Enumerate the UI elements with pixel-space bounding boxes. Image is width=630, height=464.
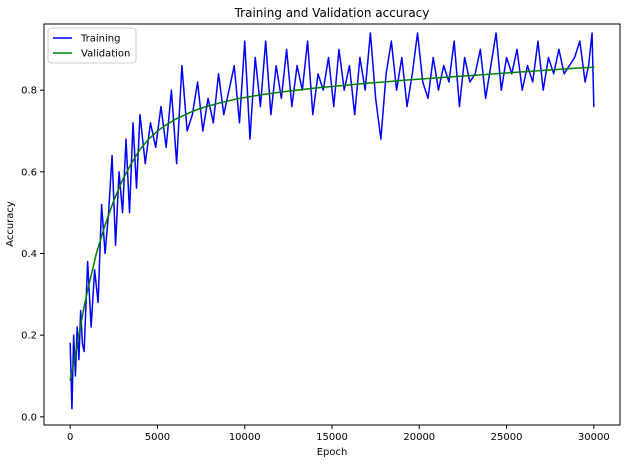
y-tick-label: 0.6 [21,167,37,178]
x-tick-label: 5000 [145,432,170,443]
x-tick-label: 30000 [578,432,610,443]
x-tick-label: 0 [67,432,73,443]
legend: Training Validation [47,27,137,64]
legend-box [47,27,137,64]
x-tick-label: 20000 [403,432,435,443]
x-axis-label: Epoch [317,447,348,458]
series-line-validation [69,66,595,381]
y-tick-label: 0.0 [21,412,37,423]
series-layer [69,32,595,410]
y-axis: 0.0 0.2 0.4 0.6 0.8 [21,86,44,423]
x-tick-label: 25000 [491,432,523,443]
y-tick-label: 0.4 [21,249,37,260]
y-tick-label: 0.8 [21,86,37,97]
series-line-training [69,32,595,410]
legend-label-validation: Validation [81,49,130,60]
y-tick-label: 0.2 [21,331,37,342]
plot-area [43,23,621,426]
legend-label-training: Training [80,34,120,45]
chart-title: Training and Validation accuracy [234,6,430,20]
x-tick-label: 15000 [316,432,348,443]
x-axis: 0 5000 10000 15000 20000 25000 30000 [67,425,610,443]
y-axis-label: Accuracy [5,201,16,247]
x-tick-label: 10000 [229,432,261,443]
